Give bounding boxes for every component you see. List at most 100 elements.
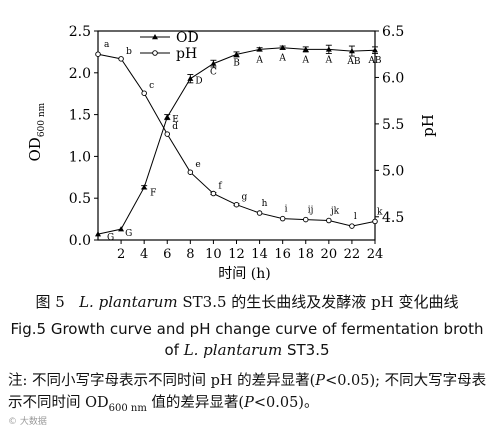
- significance-letter-ph: b: [126, 47, 132, 57]
- x-axis-label: 时间 (h): [218, 266, 270, 282]
- significance-letter-od: D: [195, 77, 202, 87]
- x-tick-label: 10: [205, 247, 222, 262]
- figure-caption-cn: 图 5 L. plantarum ST3.5 的生长曲线及发酵液 pH 变化曲线: [0, 292, 494, 312]
- x-tick-label: 12: [228, 247, 245, 262]
- legend-marker-ph: [152, 50, 158, 56]
- caption-en-line1: Fig.5 Growth curve and pH change curve o…: [10, 320, 484, 338]
- significance-letter-od: AB: [346, 57, 360, 67]
- significance-letter-od: G: [125, 229, 132, 239]
- significance-letter-ph: l: [354, 212, 357, 222]
- note-sub: 600 nm: [108, 402, 147, 414]
- caption-en-strain: ST3.5: [282, 341, 330, 359]
- ph-point: [118, 56, 124, 62]
- caption-en-species: L. plantarum: [183, 341, 283, 359]
- figure-note: 注: 不同小写字母表示不同时间 pH 的差异显著(P<0.05); 不同大写字母…: [8, 370, 488, 420]
- growth-ph-chart: 2 4 6 8 10 12 14 16 18 20 22 24 时间 (h) 0.0 0.5 1.0 1.5 2.…: [26, 24, 437, 282]
- ph-point: [326, 217, 332, 224]
- caption-fig-number: 图 5: [35, 293, 65, 311]
- od-point: [141, 184, 148, 190]
- ph-point: [210, 190, 217, 197]
- significance-letter-ph: c: [149, 81, 154, 91]
- ph-point: [256, 210, 263, 216]
- note-p1: P: [315, 373, 326, 389]
- significance-letter-od: A: [255, 55, 263, 65]
- od-point: [164, 114, 171, 120]
- ph-point: [141, 90, 147, 96]
- significance-letter-od: AB: [367, 56, 381, 66]
- od-point: [118, 226, 125, 232]
- significance-letter-ph: e: [195, 160, 200, 170]
- significance-letter-ph: g: [242, 193, 248, 203]
- significance-letter-od: G: [107, 233, 114, 243]
- x-tick-label: 14: [251, 247, 268, 262]
- note-part3: 值的差异显著(: [146, 395, 245, 411]
- left-axis-label-main: OD: [26, 137, 44, 161]
- left-tick-label: 1.0: [69, 149, 91, 165]
- caption-en-line2: of L. plantarum ST3.5: [6, 340, 488, 361]
- figure-caption-en: Fig.5 Growth curve and pH change curve o…: [6, 319, 488, 361]
- caption-rest: ST3.5 的生长曲线及发酵液 pH 变化曲线: [177, 293, 459, 311]
- od-point: [95, 231, 101, 237]
- x-tick-label: 4: [140, 247, 148, 262]
- x-tick-label: 22: [344, 247, 361, 262]
- significance-letter-ph: a: [104, 40, 110, 50]
- right-tick-label: 5.0: [382, 163, 404, 179]
- legend-label-ph: pH: [176, 46, 197, 62]
- right-tick-label: 6.0: [382, 70, 404, 86]
- left-axis-label: OD600 nm: [26, 102, 47, 161]
- left-tick-label: 2.0: [69, 66, 91, 82]
- significance-letter-od: B: [233, 58, 240, 68]
- significance-letter-ph: k: [377, 207, 383, 217]
- od-point: [325, 46, 332, 52]
- series-line-ph: [97, 53, 376, 227]
- x-tick-label: 20: [321, 247, 338, 262]
- right-tick-label: 6.5: [382, 24, 404, 40]
- note-part1: 注: 不同小写字母表示不同时间 pH 的差异显著(: [8, 373, 316, 389]
- ph-point: [233, 201, 240, 208]
- od-point: [256, 46, 263, 52]
- significance-letter-od: A: [325, 55, 333, 65]
- ph-point: [303, 216, 309, 223]
- od-point: [302, 46, 309, 52]
- right-axis-label: pH: [419, 114, 437, 137]
- left-axis-label-sub: 600 nm: [37, 102, 47, 137]
- x-tick-label: 8: [186, 247, 194, 262]
- left-tick-label: 2.5: [69, 24, 91, 40]
- legend-label-od: OD: [176, 30, 199, 46]
- right-tick-label: 5.5: [382, 117, 404, 133]
- significance-letter-od: C: [210, 68, 217, 78]
- od-point: [187, 75, 194, 81]
- ph-point: [95, 51, 101, 57]
- od-point: [348, 48, 355, 54]
- x-tick-label: 16: [274, 247, 291, 262]
- right-tick-label: 4.5: [382, 210, 404, 226]
- caption-en-of: of: [164, 341, 184, 359]
- ph-point: [164, 131, 170, 137]
- significance-letter-od: A: [278, 54, 286, 64]
- caption-species: L. plantarum: [79, 293, 178, 311]
- note-p2: P: [244, 395, 254, 411]
- x-tick-label: 6: [163, 247, 171, 262]
- x-tick-label: 2: [117, 247, 125, 262]
- left-tick-label: 0.0: [69, 233, 91, 249]
- od-point: [279, 44, 286, 50]
- left-tick-label: 1.5: [69, 108, 91, 124]
- od-point: [210, 60, 217, 66]
- note-part4: <0.05)。: [253, 395, 319, 411]
- ph-point: [349, 223, 355, 229]
- significance-letter-od: E: [172, 115, 179, 125]
- significance-letter-ph: h: [262, 199, 268, 209]
- significance-letter-od: A: [302, 55, 310, 65]
- x-tick-label: 24: [367, 247, 384, 262]
- significance-letter-ph: jk: [330, 206, 340, 216]
- significance-letter-od: F: [150, 188, 156, 198]
- significance-letter-ph: d: [172, 122, 178, 132]
- ph-point: [372, 218, 378, 225]
- ph-point: [187, 169, 194, 175]
- note-part2: <0.05); 不同大写字母表示不同时间 OD: [8, 373, 487, 411]
- significance-letter-ph: f: [218, 182, 222, 192]
- x-tick-label: 18: [297, 247, 314, 262]
- ph-point: [279, 215, 286, 222]
- significance-letter-ph: ij: [308, 206, 314, 216]
